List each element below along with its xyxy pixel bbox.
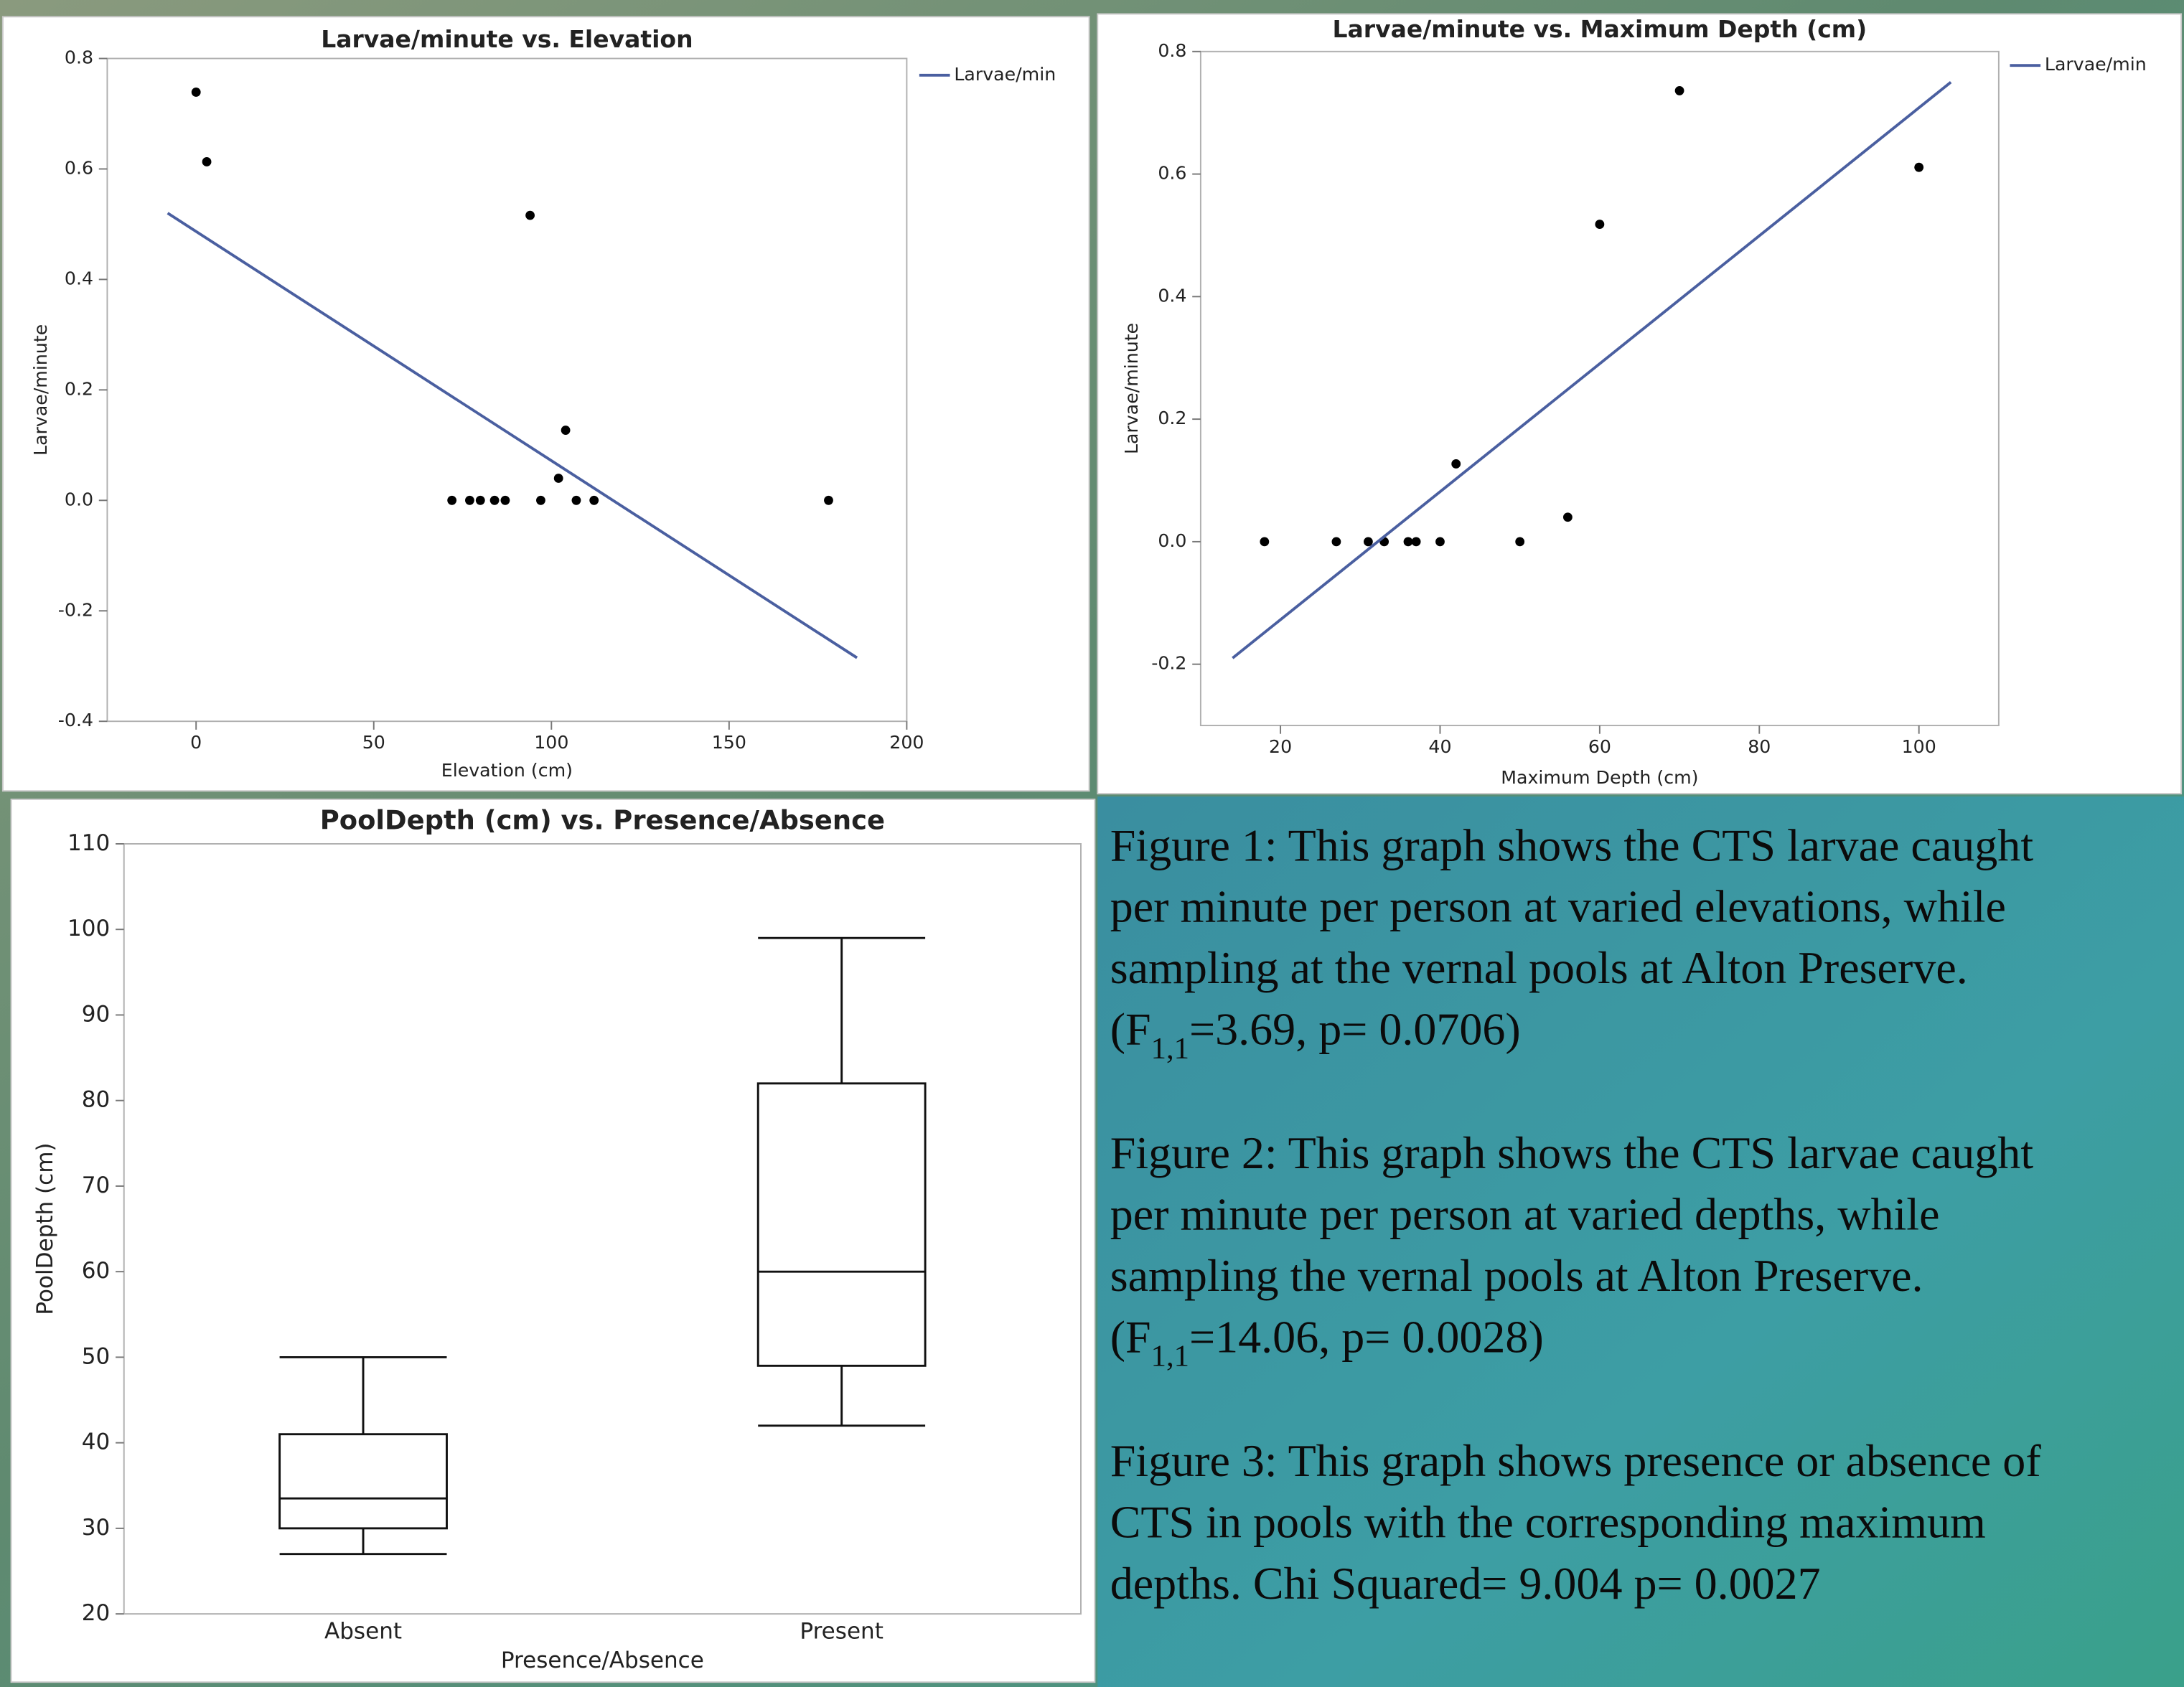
formula-text: (F	[1110, 1003, 1151, 1054]
x-tick-label: 100	[1902, 736, 1936, 757]
formula-subscript: 1,1	[1151, 1340, 1189, 1373]
y-tick-label: 70	[82, 1173, 111, 1198]
x-tick-label: Present	[800, 1618, 884, 1644]
data-point	[1412, 537, 1421, 546]
caption-line: sampling the vernal pools at Alton Prese…	[1110, 1250, 1923, 1301]
y-tick-label: -0.4	[58, 710, 93, 730]
x-tick-label: 20	[1269, 736, 1292, 757]
chart-panel	[3, 17, 1089, 791]
caption-line: sampling at the vernal pools at Alton Pr…	[1110, 942, 1968, 993]
y-tick-label: 0.2	[1158, 408, 1186, 428]
y-tick-label: 40	[82, 1429, 111, 1455]
x-tick-label: 80	[1748, 736, 1771, 757]
y-axis-label: PoolDepth (cm)	[32, 1142, 58, 1315]
x-tick-label: 40	[1428, 736, 1451, 757]
data-point	[1675, 86, 1684, 95]
y-tick-label: 110	[67, 830, 110, 856]
chart-panel	[1097, 14, 2181, 794]
y-tick-label: 0.8	[1158, 40, 1186, 61]
data-point	[525, 211, 535, 220]
data-point	[554, 474, 563, 483]
page: {"chart_data": [ {"type": "scatter", "ti…	[0, 0, 2184, 1687]
y-tick-label: 100	[67, 916, 110, 941]
data-point	[1404, 537, 1413, 546]
legend-label: Larvae/min	[954, 64, 1056, 85]
data-point	[572, 496, 581, 505]
legend-label: Larvae/min	[2045, 54, 2147, 75]
y-tick-label: 0.0	[65, 489, 93, 509]
chart-title: Larvae/minute vs. Elevation	[321, 25, 693, 53]
data-point	[501, 496, 510, 505]
data-point	[589, 496, 599, 505]
data-point	[476, 496, 485, 505]
y-tick-label: 80	[82, 1087, 111, 1113]
y-tick-label: 90	[82, 1001, 111, 1027]
x-axis-label: Presence/Absence	[501, 1648, 704, 1673]
caption-line: per minute per person at varied depths, …	[1110, 1189, 1940, 1240]
x-tick-label: 0	[190, 732, 202, 753]
caption-line: CTS in pools with the corresponding maxi…	[1110, 1496, 1986, 1547]
caption-line: Figure 1: This graph shows the CTS larva…	[1110, 819, 2034, 870]
x-tick-label: 60	[1588, 736, 1611, 757]
chart-title: PoolDepth (cm) vs. Presence/Absence	[320, 804, 885, 835]
chart-panel	[11, 799, 1095, 1682]
x-tick-label: 100	[534, 732, 568, 753]
caption-line: per minute per person at varied elevatio…	[1110, 881, 2006, 932]
data-point	[824, 496, 833, 505]
y-tick-label: -0.2	[1151, 653, 1186, 674]
x-tick-label: 150	[712, 732, 746, 753]
data-point	[202, 157, 212, 166]
data-point	[490, 496, 500, 505]
data-point	[1364, 537, 1373, 546]
x-tick-label: 200	[889, 732, 924, 753]
data-point	[447, 496, 456, 505]
data-point	[1515, 537, 1524, 546]
formula-subscript: 1,1	[1151, 1032, 1189, 1066]
data-point	[1332, 537, 1341, 546]
y-tick-label: 0.8	[65, 47, 93, 68]
poster: Larvae/minute vs. Elevation Elevation (cm…	[0, 0, 2184, 1687]
formula-text: =3.69, p= 0.0706)	[1189, 1003, 1521, 1054]
x-axis-label: Maximum Depth (cm)	[1501, 767, 1698, 788]
caption-line: Figure 2: This graph shows the CTS larva…	[1110, 1127, 2034, 1178]
data-point	[192, 88, 201, 97]
y-tick-label: 0.4	[1158, 285, 1186, 306]
x-axis-label: Elevation (cm)	[441, 760, 573, 781]
data-point	[1451, 459, 1461, 469]
chart-title: Larvae/minute vs. Maximum Depth (cm)	[1333, 15, 1867, 43]
data-point	[1260, 537, 1269, 546]
data-point	[465, 496, 474, 505]
x-tick-label: 50	[362, 732, 385, 753]
y-tick-label: 20	[82, 1600, 111, 1626]
data-point	[1563, 512, 1573, 522]
formula-text: =14.06, p= 0.0028)	[1189, 1311, 1544, 1362]
y-tick-label: 0.6	[1158, 163, 1186, 184]
y-tick-label: 60	[82, 1258, 111, 1284]
y-tick-label: 0.6	[65, 157, 93, 178]
data-point	[1914, 163, 1923, 172]
y-tick-label: -0.2	[58, 599, 93, 620]
y-tick-label: 0.2	[65, 378, 93, 399]
y-tick-label: 0.4	[65, 268, 93, 288]
data-point	[1595, 220, 1604, 229]
y-tick-label: 0.0	[1158, 530, 1186, 551]
x-tick-label: Absent	[324, 1618, 402, 1644]
caption-line: Figure 3: This graph shows presence or a…	[1110, 1435, 2042, 1486]
data-point	[536, 496, 545, 505]
y-tick-label: 30	[82, 1515, 111, 1541]
y-tick-label: 50	[82, 1343, 111, 1369]
y-axis-label: Larvae/minute	[1121, 323, 1142, 454]
data-point	[561, 426, 571, 435]
formula-text: (F	[1110, 1311, 1151, 1362]
y-axis-label: Larvae/minute	[30, 324, 51, 456]
data-point	[1435, 537, 1445, 546]
caption-line: depths. Chi Squared= 9.004 p= 0.0027	[1110, 1558, 1821, 1609]
